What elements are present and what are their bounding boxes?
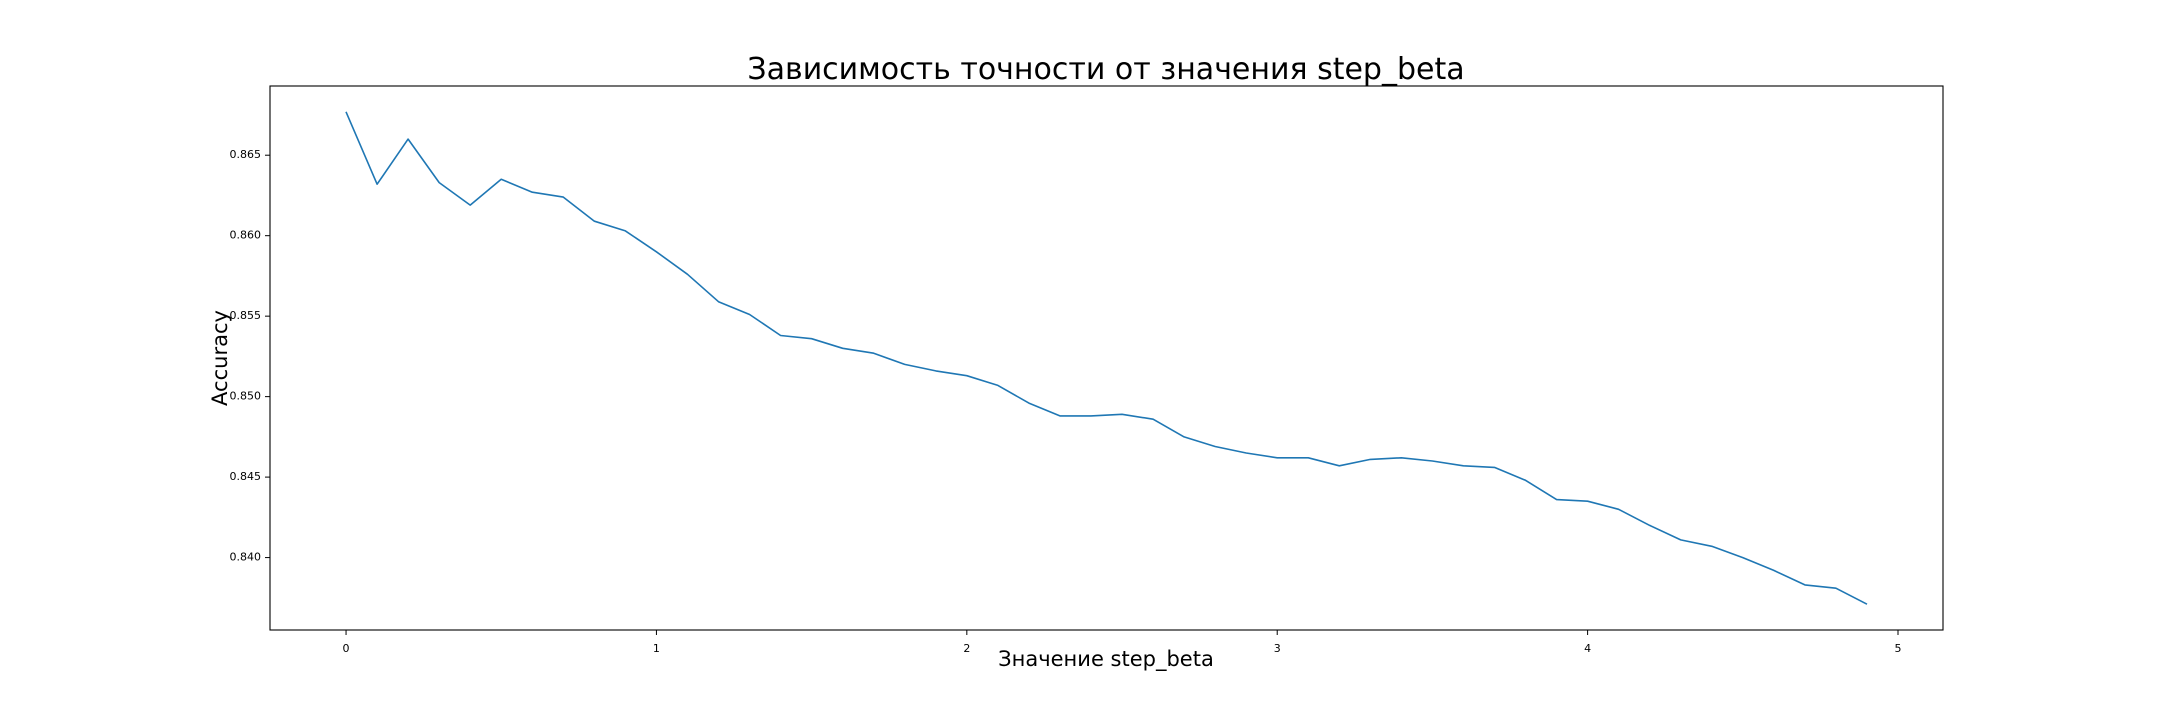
- plot-area: 0 1 2 3 4 5 0.840 0.845 0.850 0.855 0.860 0.865: [230, 85, 1944, 655]
- x-tick-label: 1: [653, 642, 660, 655]
- chart-title: Зависимость точности от значения step_be…: [747, 52, 1464, 87]
- x-tick-label: 4: [1584, 642, 1591, 655]
- plot-frame: [269, 85, 1944, 631]
- x-axis-label: Значение step_beta: [998, 647, 1214, 672]
- y-tick-label: 0.840: [230, 551, 262, 564]
- y-tick-label: 0.845: [230, 470, 262, 483]
- data-series-line: [345, 111, 1868, 605]
- y-tick-label: 0.855: [230, 309, 262, 322]
- y-tick-label: 0.850: [230, 390, 262, 403]
- x-tick-label: 2: [963, 642, 970, 655]
- y-tick-label: 0.860: [230, 229, 262, 242]
- x-tick-label: 5: [1894, 642, 1901, 655]
- x-tick-label: 0: [343, 642, 350, 655]
- x-tick-label: 3: [1274, 642, 1281, 655]
- y-axis-label: Accuracy: [208, 310, 232, 406]
- y-tick-label: 0.865: [230, 148, 262, 161]
